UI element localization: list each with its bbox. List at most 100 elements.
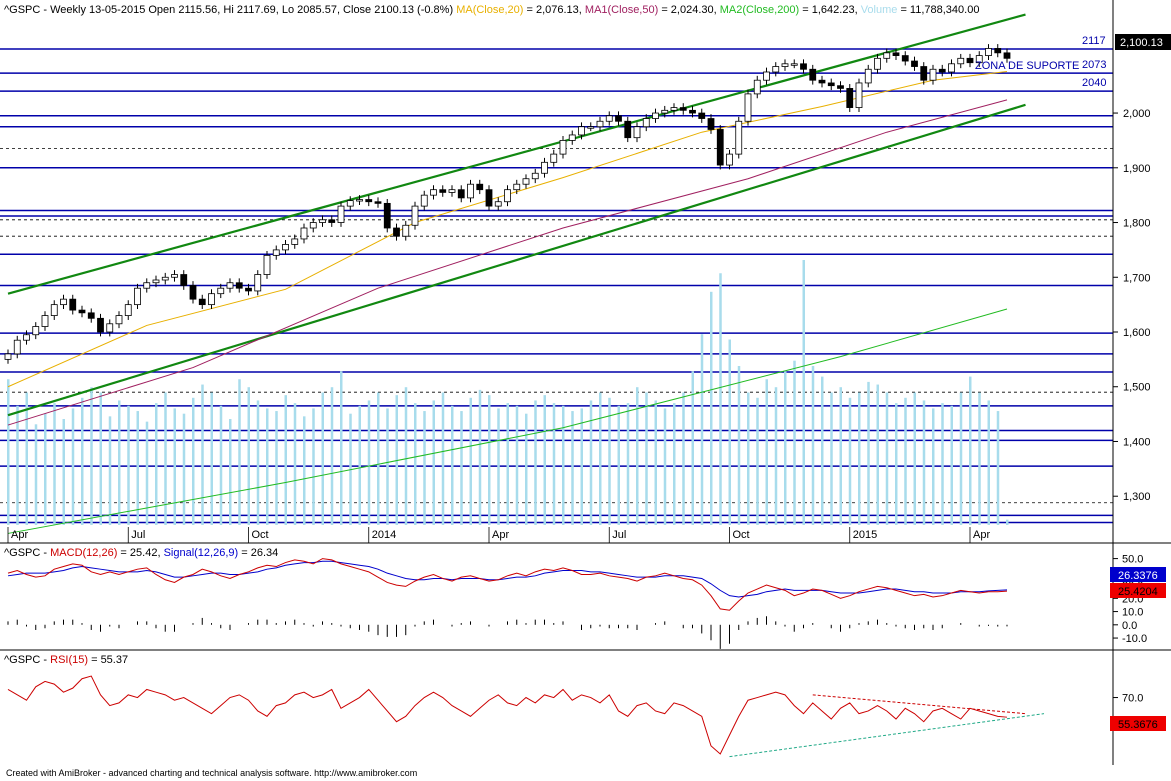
candle-down [476, 183, 484, 191]
price-panel [0, 0, 1113, 543]
volume-bar [182, 413, 186, 525]
candle-up [781, 63, 789, 67]
candle-up [300, 227, 308, 240]
volume-bar [386, 408, 389, 525]
volume-bar [7, 379, 10, 525]
ma50-line [7, 99, 1008, 426]
volume-bar [414, 403, 417, 525]
volume-bar [238, 379, 241, 525]
candle-up [652, 112, 659, 119]
volume-bar [367, 400, 371, 525]
volume-bar [164, 392, 167, 525]
candle-up [929, 68, 937, 81]
macd-last-tag: 26.3376 [1110, 567, 1166, 582]
volume-bar [358, 405, 361, 525]
candle-down [938, 68, 946, 73]
candle-down [365, 199, 373, 203]
price-overlays [7, 13, 1026, 534]
candle-up [208, 293, 215, 306]
volume-bar [599, 392, 602, 525]
candle-down [716, 129, 724, 166]
candle-up [661, 109, 669, 114]
macd-header: ^GSPC - MACD(12,26) = 25.42, Signal(12,2… [4, 547, 278, 559]
candle-up [263, 254, 271, 275]
candle-up [504, 189, 511, 203]
candle-up [60, 298, 67, 306]
macd-last-value: 26.3376 [1118, 570, 1158, 582]
volume-bar [626, 403, 630, 525]
volume-bar [756, 397, 759, 525]
time-axis: Apr Jul Oct 2014 Apr Jul Oct 2015 Apr [7, 527, 990, 543]
volume-bar [728, 339, 731, 525]
volume-bar [959, 392, 963, 525]
candle-up [744, 93, 752, 122]
macd-tick-label: 10.0 [1122, 607, 1143, 619]
candle-up [23, 334, 30, 341]
candle-down [245, 287, 252, 292]
ma20-line [7, 70, 1008, 388]
price-tick-label: 1,400 [1123, 436, 1151, 448]
volume-bar [580, 408, 583, 525]
price-tick-label: 2,000 [1123, 108, 1151, 120]
volume-bar [99, 392, 102, 525]
last-price-tag: 2,100.13 [1115, 34, 1171, 50]
candle-down [198, 298, 206, 306]
candle-down [698, 112, 706, 119]
candle-down [235, 282, 243, 289]
volume-bar [654, 400, 657, 525]
volume-bar [256, 400, 260, 525]
volume-bar [441, 392, 445, 525]
volume-bar [710, 291, 713, 525]
candle-up [763, 71, 770, 81]
time-tick-label: Oct [252, 529, 269, 541]
upper-channel-line [7, 13, 1026, 295]
candle-down [328, 219, 336, 223]
candle-up [605, 115, 613, 122]
volume-bar [830, 392, 833, 525]
candle-up [642, 118, 650, 128]
volume-bar [913, 392, 916, 525]
candle-up [346, 200, 354, 207]
volume-bar [201, 384, 204, 525]
lower-channel-line [7, 103, 1026, 417]
volume-bar [645, 392, 648, 525]
candle-up [337, 205, 345, 223]
level-2040-label: 2040 [1082, 77, 1106, 89]
candle-down [901, 55, 909, 62]
footer-credit: Created with AmiBroker - advanced charti… [6, 768, 418, 778]
volume-bar [303, 416, 306, 525]
candle-down [892, 52, 900, 56]
candle-up [319, 219, 326, 223]
candle-up [32, 326, 40, 336]
candle-up [957, 57, 965, 65]
volume-bar [673, 403, 676, 525]
time-tick-label: 2015 [853, 529, 877, 541]
candle-up [541, 161, 548, 174]
candle-down [818, 79, 826, 84]
candle-up [855, 82, 863, 108]
volume-bar [266, 408, 269, 525]
candle-up [50, 304, 58, 316]
volume-bar [451, 405, 454, 525]
candle-up [790, 63, 798, 66]
macd-tick-label: -10.0 [1122, 633, 1147, 645]
candle-up [578, 126, 585, 136]
candle-up [531, 172, 539, 180]
volume-bar [691, 371, 694, 525]
volume-bar [636, 387, 639, 525]
price-tick-label: 1,300 [1123, 491, 1151, 503]
candle-down [457, 189, 465, 199]
volume-bar [118, 400, 121, 525]
volume-bar [821, 376, 824, 525]
candle-down [809, 68, 817, 81]
candle-up [735, 120, 743, 155]
ma200-line [7, 308, 1008, 534]
candle-down [439, 189, 447, 193]
macd-panel: -10.00.010.020.030.040.050.0 [7, 554, 1147, 649]
price-tick-label: 1,500 [1123, 382, 1151, 394]
candle-up [106, 323, 114, 333]
price-axis: 1,300 1,400 1,500 1,600 1,700 1,800 1,900 2,000 [1113, 108, 1151, 503]
last-price-value: 2,100.13 [1120, 37, 1163, 49]
rsi-support-trendline [729, 713, 1045, 758]
